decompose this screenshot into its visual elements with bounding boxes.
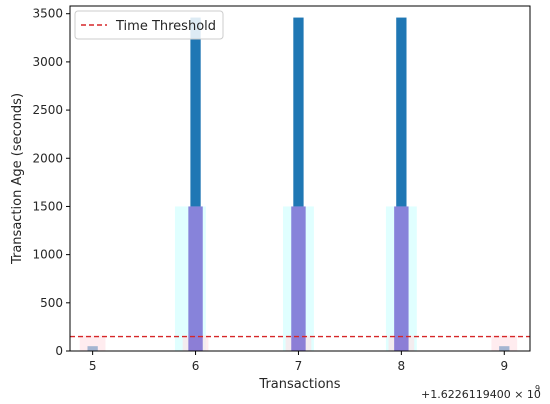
y-tick-label: 1500 [32, 199, 63, 213]
y-axis-ticks: 0 500 1000 1500 2000 2500 3000 3500 [32, 7, 70, 358]
x-tick-label: 8 [398, 359, 406, 373]
x-offset-label: +1.6226119400 × 10 [421, 388, 541, 401]
legend-threshold-label: Time Threshold [115, 19, 216, 34]
x-tick-label: 9 [500, 359, 508, 373]
bar-3-5 [491, 335, 518, 351]
y-tick-label: 1000 [32, 248, 63, 262]
bar-series-4 [188, 206, 409, 351]
bar-1-3 [293, 17, 304, 352]
plot-area [70, 17, 530, 352]
legend-box [74, 10, 224, 40]
y-tick-label: 0 [55, 344, 63, 358]
plot-frame [69, 5, 531, 352]
legend: Time Threshold [74, 10, 224, 40]
y-tick-label: 2000 [32, 151, 63, 165]
x-tick-label: 5 [89, 359, 97, 373]
x-axis-ticks: 5 6 7 8 9 [89, 351, 508, 373]
y-axis-label: Transaction Age (seconds) [10, 93, 25, 265]
bar-1-4 [396, 17, 407, 352]
bar-4-1 [188, 206, 203, 351]
y-tick-label: 3500 [32, 7, 63, 21]
x-axis-label: Transactions [258, 377, 340, 392]
bar-3-1 [79, 335, 106, 351]
x-offset-text: +1.6226119400 × 10 9 [421, 384, 541, 401]
y-tick-label: 500 [40, 296, 63, 310]
bar-4-3 [394, 206, 409, 351]
x-tick-label: 7 [295, 359, 303, 373]
x-tick-label: 6 [192, 359, 200, 373]
y-tick-label: 3000 [32, 55, 63, 69]
bar-4-2 [291, 206, 306, 351]
y-tick-label: 2500 [32, 103, 63, 117]
x-offset-exponent: 9 [535, 384, 540, 393]
bar-1-2 [190, 17, 201, 352]
